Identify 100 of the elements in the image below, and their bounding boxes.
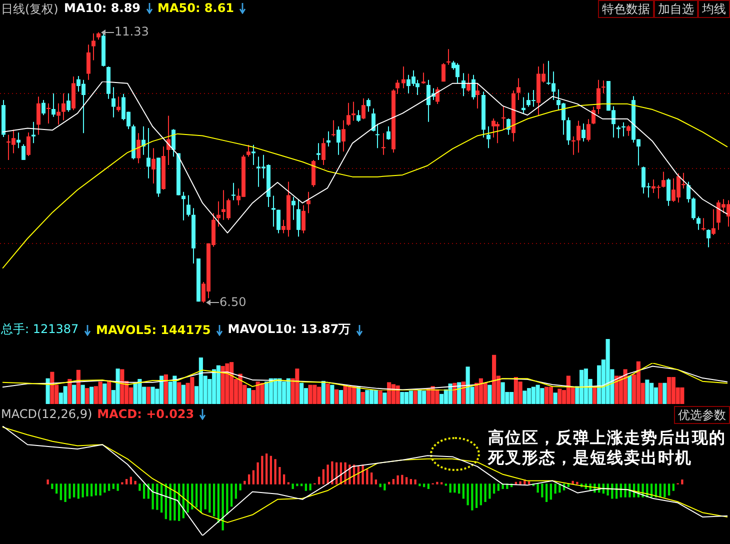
candlestick — [136, 132, 140, 164]
bar — [244, 480, 246, 484]
bar — [338, 390, 343, 404]
bar — [576, 482, 578, 484]
bar — [150, 386, 155, 404]
bar — [378, 390, 382, 404]
candlestick — [62, 92, 66, 121]
bar — [550, 484, 552, 500]
candlestick — [442, 62, 446, 82]
bar — [623, 369, 628, 404]
bar — [427, 484, 430, 489]
candlestick — [476, 82, 480, 109]
bar — [256, 462, 259, 484]
bar — [500, 382, 505, 404]
bar — [90, 484, 93, 496]
bar — [222, 484, 224, 530]
bar — [492, 354, 496, 404]
candlestick — [366, 98, 370, 112]
bar — [260, 382, 264, 404]
bar — [492, 484, 496, 494]
bar — [326, 384, 330, 404]
bar — [379, 484, 382, 488]
candlestick — [336, 126, 340, 156]
bar — [90, 386, 94, 404]
bar — [400, 392, 404, 404]
candlestick — [356, 110, 360, 122]
bar — [408, 390, 413, 404]
candlestick — [346, 102, 350, 126]
bar — [662, 382, 667, 404]
bar — [554, 484, 556, 494]
bar — [46, 378, 50, 404]
bar — [387, 382, 392, 404]
bar — [80, 384, 85, 404]
bar — [134, 480, 136, 484]
bar — [540, 388, 544, 404]
bar — [374, 390, 378, 404]
candlestick — [186, 194, 190, 217]
candlestick — [316, 142, 320, 160]
bar — [85, 388, 90, 404]
bar — [51, 484, 54, 489]
bar — [112, 484, 115, 489]
bar — [286, 378, 290, 404]
annotation: 11.33 — [114, 24, 149, 38]
candlestick — [322, 138, 326, 166]
bar — [238, 374, 242, 404]
bar — [544, 386, 549, 404]
bar — [225, 363, 230, 404]
bar — [462, 484, 465, 499]
bar — [278, 378, 282, 404]
text: 特色数据 — [598, 0, 654, 18]
candlestick — [66, 92, 70, 112]
bar — [164, 374, 168, 404]
bar — [204, 484, 206, 510]
bar — [63, 386, 68, 404]
candlestick — [712, 208, 716, 236]
bar — [94, 484, 98, 496]
candlestick — [576, 120, 580, 154]
candlestick — [302, 204, 306, 234]
bar — [672, 484, 675, 491]
bar — [76, 370, 80, 404]
bar — [98, 382, 102, 404]
bar — [108, 484, 110, 491]
bar — [396, 385, 400, 404]
candlestick — [152, 148, 156, 184]
bar — [522, 390, 527, 404]
bar — [318, 476, 320, 484]
bar — [484, 484, 486, 502]
bar — [64, 484, 66, 502]
bar — [645, 380, 650, 404]
candlestick — [32, 121, 36, 144]
bar — [116, 484, 119, 491]
bar — [220, 366, 225, 404]
bar — [624, 484, 626, 498]
bar — [99, 484, 102, 496]
candlestick — [342, 120, 346, 152]
bar — [138, 378, 142, 404]
bar — [273, 378, 278, 404]
bar — [321, 380, 326, 404]
bar — [681, 479, 684, 484]
bar — [606, 339, 610, 404]
bar — [614, 376, 619, 404]
bar — [142, 484, 146, 499]
bar — [60, 484, 62, 500]
bar — [181, 384, 186, 404]
bar — [295, 368, 300, 404]
bar — [130, 476, 132, 484]
candlestick — [592, 106, 596, 125]
bar — [396, 475, 399, 484]
bar — [46, 479, 49, 484]
bar — [312, 384, 317, 404]
candlestick — [386, 126, 390, 140]
bar — [497, 484, 500, 491]
bar — [296, 484, 298, 486]
bar — [169, 484, 172, 521]
bar — [239, 484, 242, 490]
bar — [261, 456, 264, 484]
bar — [668, 484, 670, 496]
bar — [152, 484, 154, 510]
candlestick — [42, 100, 46, 116]
bar — [264, 382, 269, 404]
